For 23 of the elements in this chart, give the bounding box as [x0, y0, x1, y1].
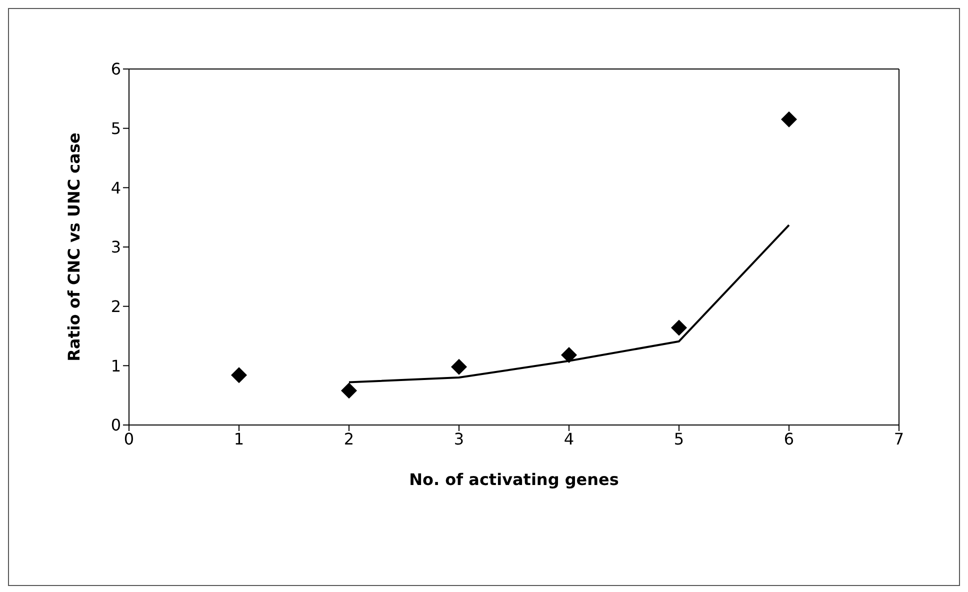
x-tick-label: 7: [894, 429, 904, 448]
point: [561, 346, 577, 363]
y-axis-title: Ratio of CNC vs UNC case: [64, 132, 84, 362]
y-tick-label: 3: [110, 238, 121, 257]
point: [781, 111, 797, 128]
y-tick-label: 5: [110, 119, 121, 138]
point: [231, 367, 247, 384]
y-tick-label: 2: [110, 297, 121, 316]
y-tick-label: 6: [110, 60, 121, 79]
x-tick-label: 1: [234, 429, 244, 448]
x-tick-label: 0: [124, 429, 134, 448]
x-tick-label: 5: [674, 429, 684, 448]
y-tick-label: 0: [110, 416, 121, 435]
y-tick-label: 4: [110, 178, 121, 198]
x-tick-label: 4: [564, 429, 574, 448]
point: [341, 382, 357, 399]
x-tick-label: 3: [454, 429, 464, 448]
x-axis-title: No. of activating genes: [409, 470, 619, 489]
point: [451, 358, 467, 375]
x-tick-label: 6: [784, 429, 794, 448]
y-tick-label: 1: [110, 356, 121, 376]
x-tick-label: 2: [344, 429, 354, 448]
point: [671, 320, 687, 336]
